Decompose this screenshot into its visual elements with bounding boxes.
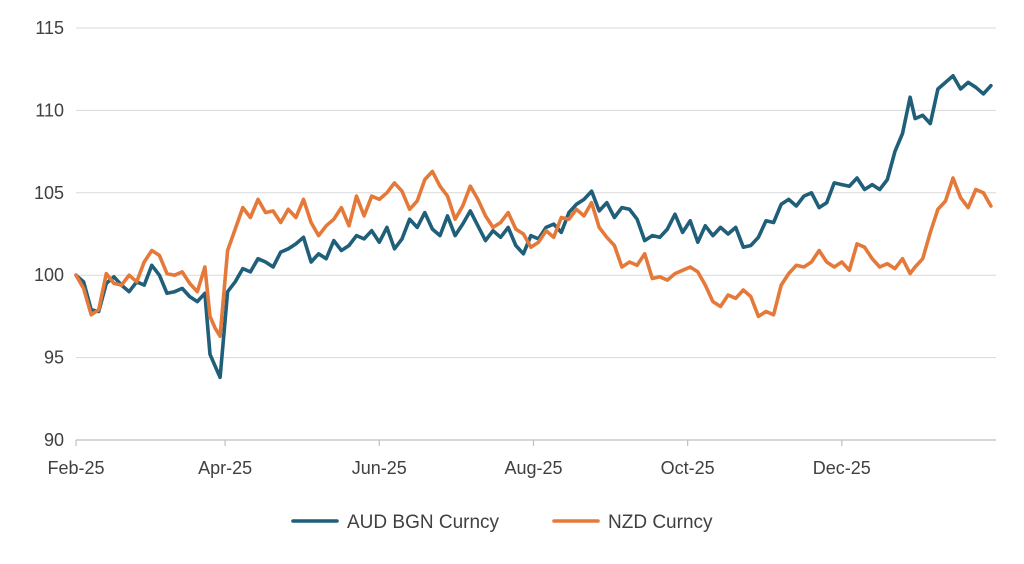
legend-label-aud: AUD BGN Curncy [347, 512, 500, 533]
x-tick-label: Oct-25 [661, 458, 715, 478]
y-tick-label: 100 [34, 265, 64, 285]
y-tick-label: 115 [35, 18, 64, 38]
legend: AUD BGN Curncy NZD Curncy [291, 512, 713, 533]
grid-lines [76, 27, 996, 359]
x-tick-label: Jun-25 [352, 458, 407, 478]
y-tick-label: 105 [34, 183, 64, 203]
legend-label-nzd: NZD Curncy [608, 512, 713, 533]
x-tick-label: Apr-25 [198, 458, 252, 478]
y-tick-label: 90 [44, 430, 64, 450]
y-tick-label: 110 [35, 100, 64, 120]
y-tick-label: 95 [44, 348, 64, 368]
series-line-aud [74, 74, 993, 380]
x-tick-label: Dec-25 [813, 458, 871, 478]
x-axis-tick-labels: Feb-25 Apr-25 Jun-25 Aug-25 Oct-25 Dec-25 [47, 458, 870, 478]
x-tick-label: Aug-25 [504, 458, 562, 478]
x-tick-label: Feb-25 [47, 458, 104, 478]
x-axis [75, 439, 996, 446]
series-line-nzd [74, 169, 993, 338]
series-lines [74, 74, 993, 380]
y-axis-tick-labels: 90 95 100 105 110 115 [34, 18, 64, 450]
